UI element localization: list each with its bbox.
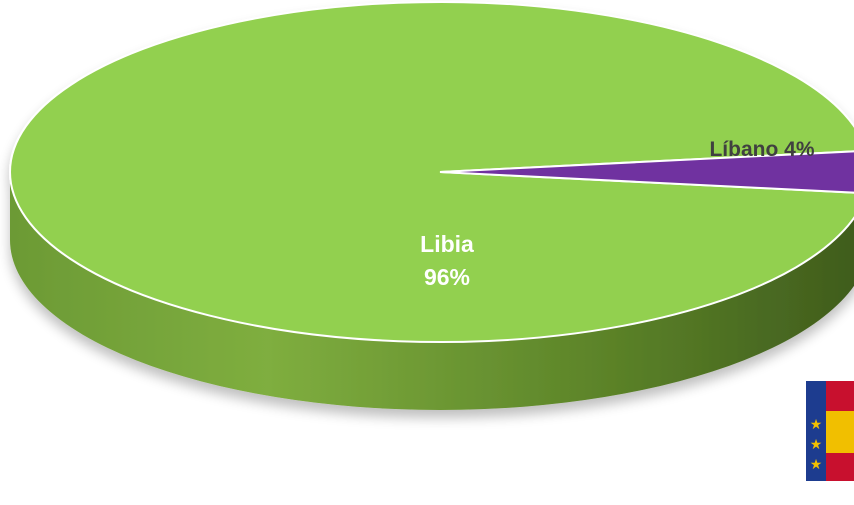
svg-text:★: ★ <box>810 457 823 473</box>
data-label-libano: Líbano 4% <box>709 138 814 161</box>
slice-libia <box>9 1 854 343</box>
label-group: Libia 96% Líbano 4% <box>420 138 815 290</box>
slice-side-libia <box>10 172 854 410</box>
spain-eu-flag-icon: ★ ★ ★ <box>806 381 854 481</box>
svg-text:★: ★ <box>810 437 823 453</box>
pie-group <box>9 1 854 410</box>
data-label-libia: Libia 96% <box>420 231 474 290</box>
slice-libano <box>439 150 854 194</box>
svg-text:★: ★ <box>810 417 823 433</box>
